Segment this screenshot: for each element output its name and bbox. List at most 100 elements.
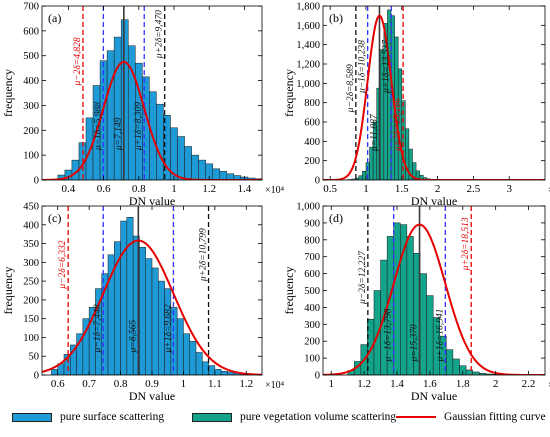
- x-tick-label: 1.2: [239, 378, 253, 390]
- y-tick-label: 900: [304, 218, 320, 229]
- x-tick-label: 0.8: [114, 378, 128, 390]
- panel-label: (a): [48, 11, 61, 25]
- x-axis-label: DN value: [129, 389, 175, 403]
- histogram-bar: [121, 20, 128, 180]
- histogram-bar: [190, 341, 196, 375]
- reference-line-label: μ−1δ=5,988: [93, 102, 103, 151]
- y-axis-label: frequency: [1, 267, 15, 315]
- y-tick-label: 200: [23, 295, 39, 306]
- histogram-bar: [370, 147, 374, 180]
- histogram-bar: [202, 362, 208, 375]
- y-tick-label: 50: [29, 352, 40, 363]
- reference-line-label: μ=11,887: [369, 113, 379, 152]
- reference-line-label: μ=15,370: [410, 324, 420, 363]
- reference-line-label: μ−2δ=8,589: [346, 64, 356, 113]
- histogram-bar: [114, 37, 121, 180]
- y-tick-label: 1,400: [296, 40, 320, 51]
- y-tick-label: 300: [23, 101, 39, 112]
- legend-vegetation-label: pure vegetation volume scattering: [240, 411, 396, 423]
- y-tick-label: 800: [304, 235, 320, 246]
- x-tick-label: 3: [506, 183, 512, 195]
- y-tick-label: 1,600: [296, 21, 320, 32]
- histogram-bar: [359, 176, 363, 180]
- legend-surface-swatch: [12, 413, 52, 422]
- x-tick-label: 1.2: [357, 378, 371, 390]
- y-tick-label: 500: [23, 51, 39, 62]
- histogram-bar: [139, 247, 145, 375]
- y-tick-label: 200: [304, 156, 320, 167]
- y-tick-label: 600: [304, 269, 320, 280]
- histogram-bar: [473, 372, 480, 375]
- histogram-bar: [215, 369, 221, 375]
- y-tick-label: 700: [304, 252, 320, 263]
- reference-line-label: μ−2δ=4,828: [73, 37, 83, 86]
- histogram-bar: [177, 319, 183, 375]
- y-tick-label: 600: [304, 118, 320, 129]
- x-tick-label: 0.6: [51, 378, 65, 390]
- x-tick-label: 1.2: [202, 183, 216, 195]
- histogram-bar: [196, 352, 202, 375]
- reference-line-label: μ+1δ=8,309: [134, 102, 144, 151]
- x-axis-exponent: ×10⁴: [265, 380, 285, 391]
- y-axis-label: frequency: [1, 69, 15, 117]
- y-tick-label: 0: [34, 176, 39, 187]
- histogram-bar: [209, 366, 215, 375]
- x-tick-label: 1.4: [390, 378, 404, 390]
- reference-line-label: μ−1δ=7,448: [93, 304, 103, 353]
- y-tick-label: 700: [23, 2, 39, 13]
- y-tick-label: 0: [315, 176, 320, 187]
- plot-area: [323, 206, 545, 375]
- y-tick-label: 300: [304, 320, 320, 331]
- panel-label: (c): [48, 211, 61, 225]
- reference-line-label: μ+1δ=9,682: [163, 304, 173, 353]
- histogram-bar: [221, 371, 227, 375]
- y-tick-label: 1,200: [296, 60, 320, 71]
- reference-line-label: μ+2δ=18,513: [461, 217, 471, 271]
- histogram-bar: [400, 225, 407, 375]
- y-tick-label: 400: [304, 303, 320, 314]
- y-tick-label: 400: [304, 137, 320, 148]
- x-tick-label: 1: [363, 183, 369, 195]
- x-tick-label: 0.5: [323, 183, 337, 195]
- y-tick-label: 100: [23, 333, 39, 344]
- y-axis-label: frequency: [282, 69, 296, 117]
- y-tick-label: 1,000: [296, 202, 320, 213]
- histogram-bar: [427, 296, 434, 375]
- reference-line-label: μ−1δ=13,798: [384, 308, 394, 362]
- legend-vegetation: pure vegetation volume scattering: [192, 411, 396, 423]
- legend-surface: pure surface scattering: [12, 411, 164, 423]
- histogram-bar: [213, 169, 220, 180]
- y-tick-label: 0: [315, 371, 320, 382]
- reference-line-label: μ−2δ=6,332: [58, 240, 68, 289]
- y-tick-label: 200: [304, 337, 320, 348]
- legend-curve-label: Gaussian fitting curve: [444, 411, 546, 423]
- legend-curve: Gaussian fitting curve: [396, 411, 546, 423]
- x-tick-label: 0.4: [62, 183, 76, 195]
- x-tick-label: 0.7: [82, 378, 96, 390]
- x-tick-label: 1.8: [456, 378, 470, 390]
- histogram-bar: [362, 171, 366, 180]
- y-tick-label: 150: [23, 314, 39, 325]
- y-tick-label: 400: [23, 220, 39, 231]
- histogram-bar: [453, 359, 460, 375]
- histogram-bar: [178, 137, 185, 181]
- histogram-bar: [262, 179, 269, 180]
- x-tick-label: 0.6: [97, 183, 111, 195]
- panel-label: (d): [329, 211, 343, 225]
- x-tick-label: 1.4: [238, 183, 252, 195]
- y-tick-label: 350: [23, 239, 39, 250]
- reference-line-label: μ+1δ=13,537: [381, 39, 391, 94]
- reference-line-label: μ−1δ=10,238: [358, 40, 368, 94]
- y-tick-label: 800: [304, 98, 320, 109]
- plot-area: [323, 6, 545, 180]
- histogram-bar: [394, 223, 401, 375]
- histogram-bar: [387, 10, 391, 180]
- y-tick-label: 0: [34, 371, 39, 382]
- y-tick-label: 400: [23, 76, 39, 87]
- histogram-bar: [220, 171, 227, 180]
- histogram-bar: [51, 369, 57, 375]
